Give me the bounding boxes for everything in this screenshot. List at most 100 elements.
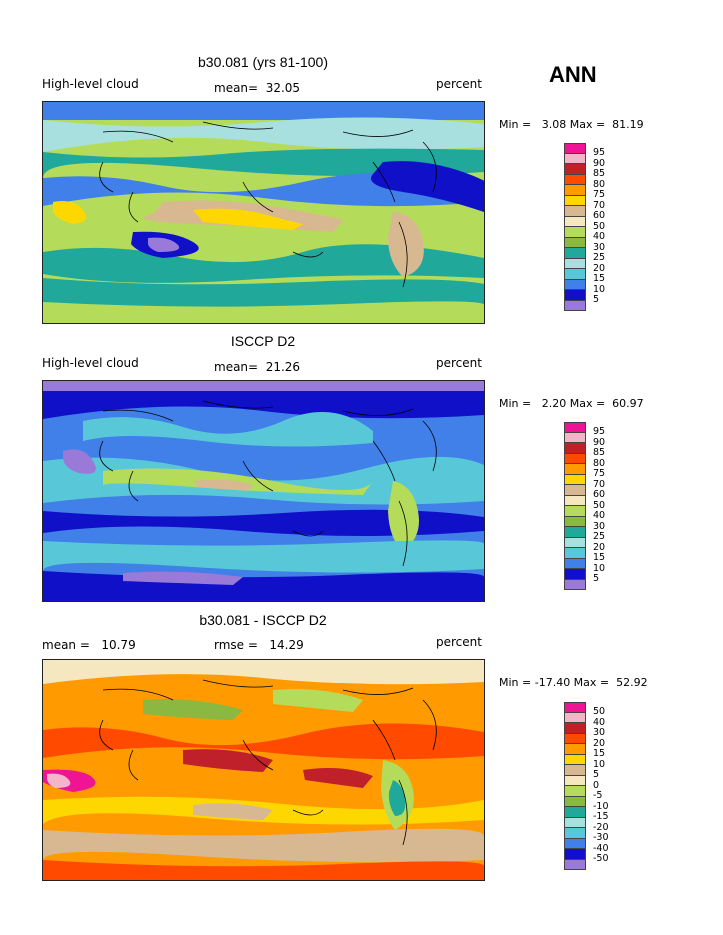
minmax-diff: Min = -17.40 Max = 52.92 [499, 676, 648, 689]
colorbar-tick-label: 30 [593, 727, 606, 738]
panel-units-diff: percent [436, 635, 482, 649]
colorbar-tick-label: 50 [593, 499, 606, 511]
panel-mean-model: mean= 32.05 [214, 81, 301, 95]
colorbar-tick-label: 40 [593, 716, 606, 728]
colorbar-swatch [564, 712, 586, 723]
colorbar-tick-label: 5 [593, 769, 600, 780]
colorbar-diff [564, 702, 586, 870]
colorbar-tick-label: -5 [593, 790, 603, 801]
colorbar-tick-label: 90 [593, 436, 606, 448]
colorbar-labels-model: 95 90 85 80 75 70 60 50 40 30 25 20 15 10 5 [593, 147, 606, 306]
panel-title-diff: b30.081 - ISCCP D2 [199, 612, 327, 628]
colorbar-swatch [564, 859, 586, 870]
colorbar-tick-label: -30 [593, 832, 609, 843]
colorbar-swatch [564, 744, 586, 755]
colorbar-tick-label: 15 [593, 273, 606, 284]
colorbar-swatch [564, 237, 586, 248]
minmax-obs: Min = 2.20 Max = 60.97 [499, 397, 644, 410]
colorbar-swatch [564, 775, 586, 786]
colorbar-tick-label: 50 [593, 706, 606, 717]
colorbar-tick-label: 75 [593, 468, 606, 479]
colorbar-tick-label: 70 [593, 199, 606, 211]
colorbar-tick-label: 0 [593, 779, 600, 791]
colorbar-swatch [564, 838, 586, 849]
colorbar-swatch [564, 807, 586, 818]
colorbar-swatch [564, 258, 586, 269]
colorbar-swatch [564, 443, 586, 454]
colorbar-swatch [564, 422, 586, 433]
colorbar-swatch [564, 453, 586, 464]
colorbar-tick-label: 5 [593, 573, 600, 584]
colorbar-swatch [564, 558, 586, 569]
map-diff-field [43, 660, 484, 880]
colorbar-tick-label: 95 [593, 426, 606, 437]
colorbar-swatch [564, 164, 586, 175]
colorbar-swatch [564, 849, 586, 860]
colorbar-swatch [564, 754, 586, 765]
colorbar-tick-label: 15 [593, 552, 606, 563]
colorbar-tick-label: 20 [593, 262, 606, 274]
colorbar-tick-label: 40 [593, 231, 606, 242]
colorbar-tick-label: 10 [593, 562, 606, 574]
panel-units-obs: percent [436, 356, 482, 370]
colorbar-tick-label: -50 [593, 853, 609, 864]
colorbar-tick-label: -20 [593, 821, 609, 833]
map-model [42, 101, 491, 324]
colorbar-swatch [564, 474, 586, 485]
colorbar-tick-label: 10 [593, 283, 606, 295]
colorbar-swatch [564, 733, 586, 744]
colorbar-tick-label: -40 [593, 842, 609, 854]
panel-rmse-diff: rmse = 14.29 [214, 638, 304, 652]
colorbar-tick-label: 60 [593, 210, 606, 221]
colorbar-swatch [564, 579, 586, 590]
colorbar-labels-obs: 95 90 85 80 75 70 60 50 40 30 25 20 15 10 5 [593, 426, 606, 585]
colorbar-tick-label: 5 [593, 294, 600, 305]
panel-units-model: percent [436, 77, 482, 91]
colorbar-swatch [564, 702, 586, 713]
colorbar-swatch [564, 290, 586, 301]
map-model-field [43, 102, 491, 323]
colorbar-swatch [564, 300, 586, 311]
colorbar-tick-label: 85 [593, 447, 606, 458]
colorbar-swatch [564, 279, 586, 290]
colorbar-tick-label: 80 [593, 457, 606, 469]
map-obs-field [43, 381, 485, 601]
colorbar-swatch [564, 216, 586, 227]
colorbar-tick-label: 30 [593, 520, 606, 532]
panel-mean-diff: mean = 10.79 [42, 638, 136, 652]
colorbar-swatch [564, 569, 586, 580]
colorbar-swatch [564, 537, 586, 548]
colorbar-tick-label: 20 [593, 541, 606, 553]
panel-mean-obs: mean= 21.26 [214, 360, 301, 374]
colorbar-obs [564, 422, 586, 590]
panel-title-obs: ISCCP D2 [230, 333, 296, 349]
colorbar-tick-label: -10 [593, 800, 609, 812]
colorbar-swatch [564, 248, 586, 259]
colorbar-tick-label: 10 [593, 758, 606, 770]
colorbar-swatch [564, 786, 586, 797]
colorbar-tick-label: 25 [593, 531, 606, 542]
colorbar-swatch [564, 227, 586, 238]
colorbar-swatch [564, 495, 586, 506]
colorbar-labels-diff: 50 40 30 20 15 10 5 0 -5 -10 -15 -20 -30 -40 -50 [593, 706, 609, 865]
colorbar-tick-label: 85 [593, 168, 606, 179]
map-obs [42, 380, 485, 602]
colorbar-tick-label: 60 [593, 489, 606, 500]
colorbar-tick-label: 20 [593, 737, 606, 749]
colorbar-swatch [564, 269, 586, 280]
colorbar-swatch [564, 796, 586, 807]
colorbar-tick-label: 40 [593, 510, 606, 521]
colorbar-swatch [564, 143, 586, 154]
colorbar-swatch [564, 185, 586, 196]
season-label: ANN [549, 62, 597, 87]
panel-left-label-model: High-level cloud [42, 77, 139, 91]
colorbar-swatch [564, 765, 586, 776]
colorbar-tick-label: 50 [593, 220, 606, 232]
panel-title-model: b30.081 (yrs 81-100) [198, 54, 328, 70]
colorbar-swatch [564, 195, 586, 206]
colorbar-swatch [564, 485, 586, 496]
colorbar-swatch [564, 723, 586, 734]
colorbar-tick-label: 80 [593, 178, 606, 190]
colorbar-tick-label: 95 [593, 147, 606, 158]
colorbar-swatch [564, 432, 586, 443]
